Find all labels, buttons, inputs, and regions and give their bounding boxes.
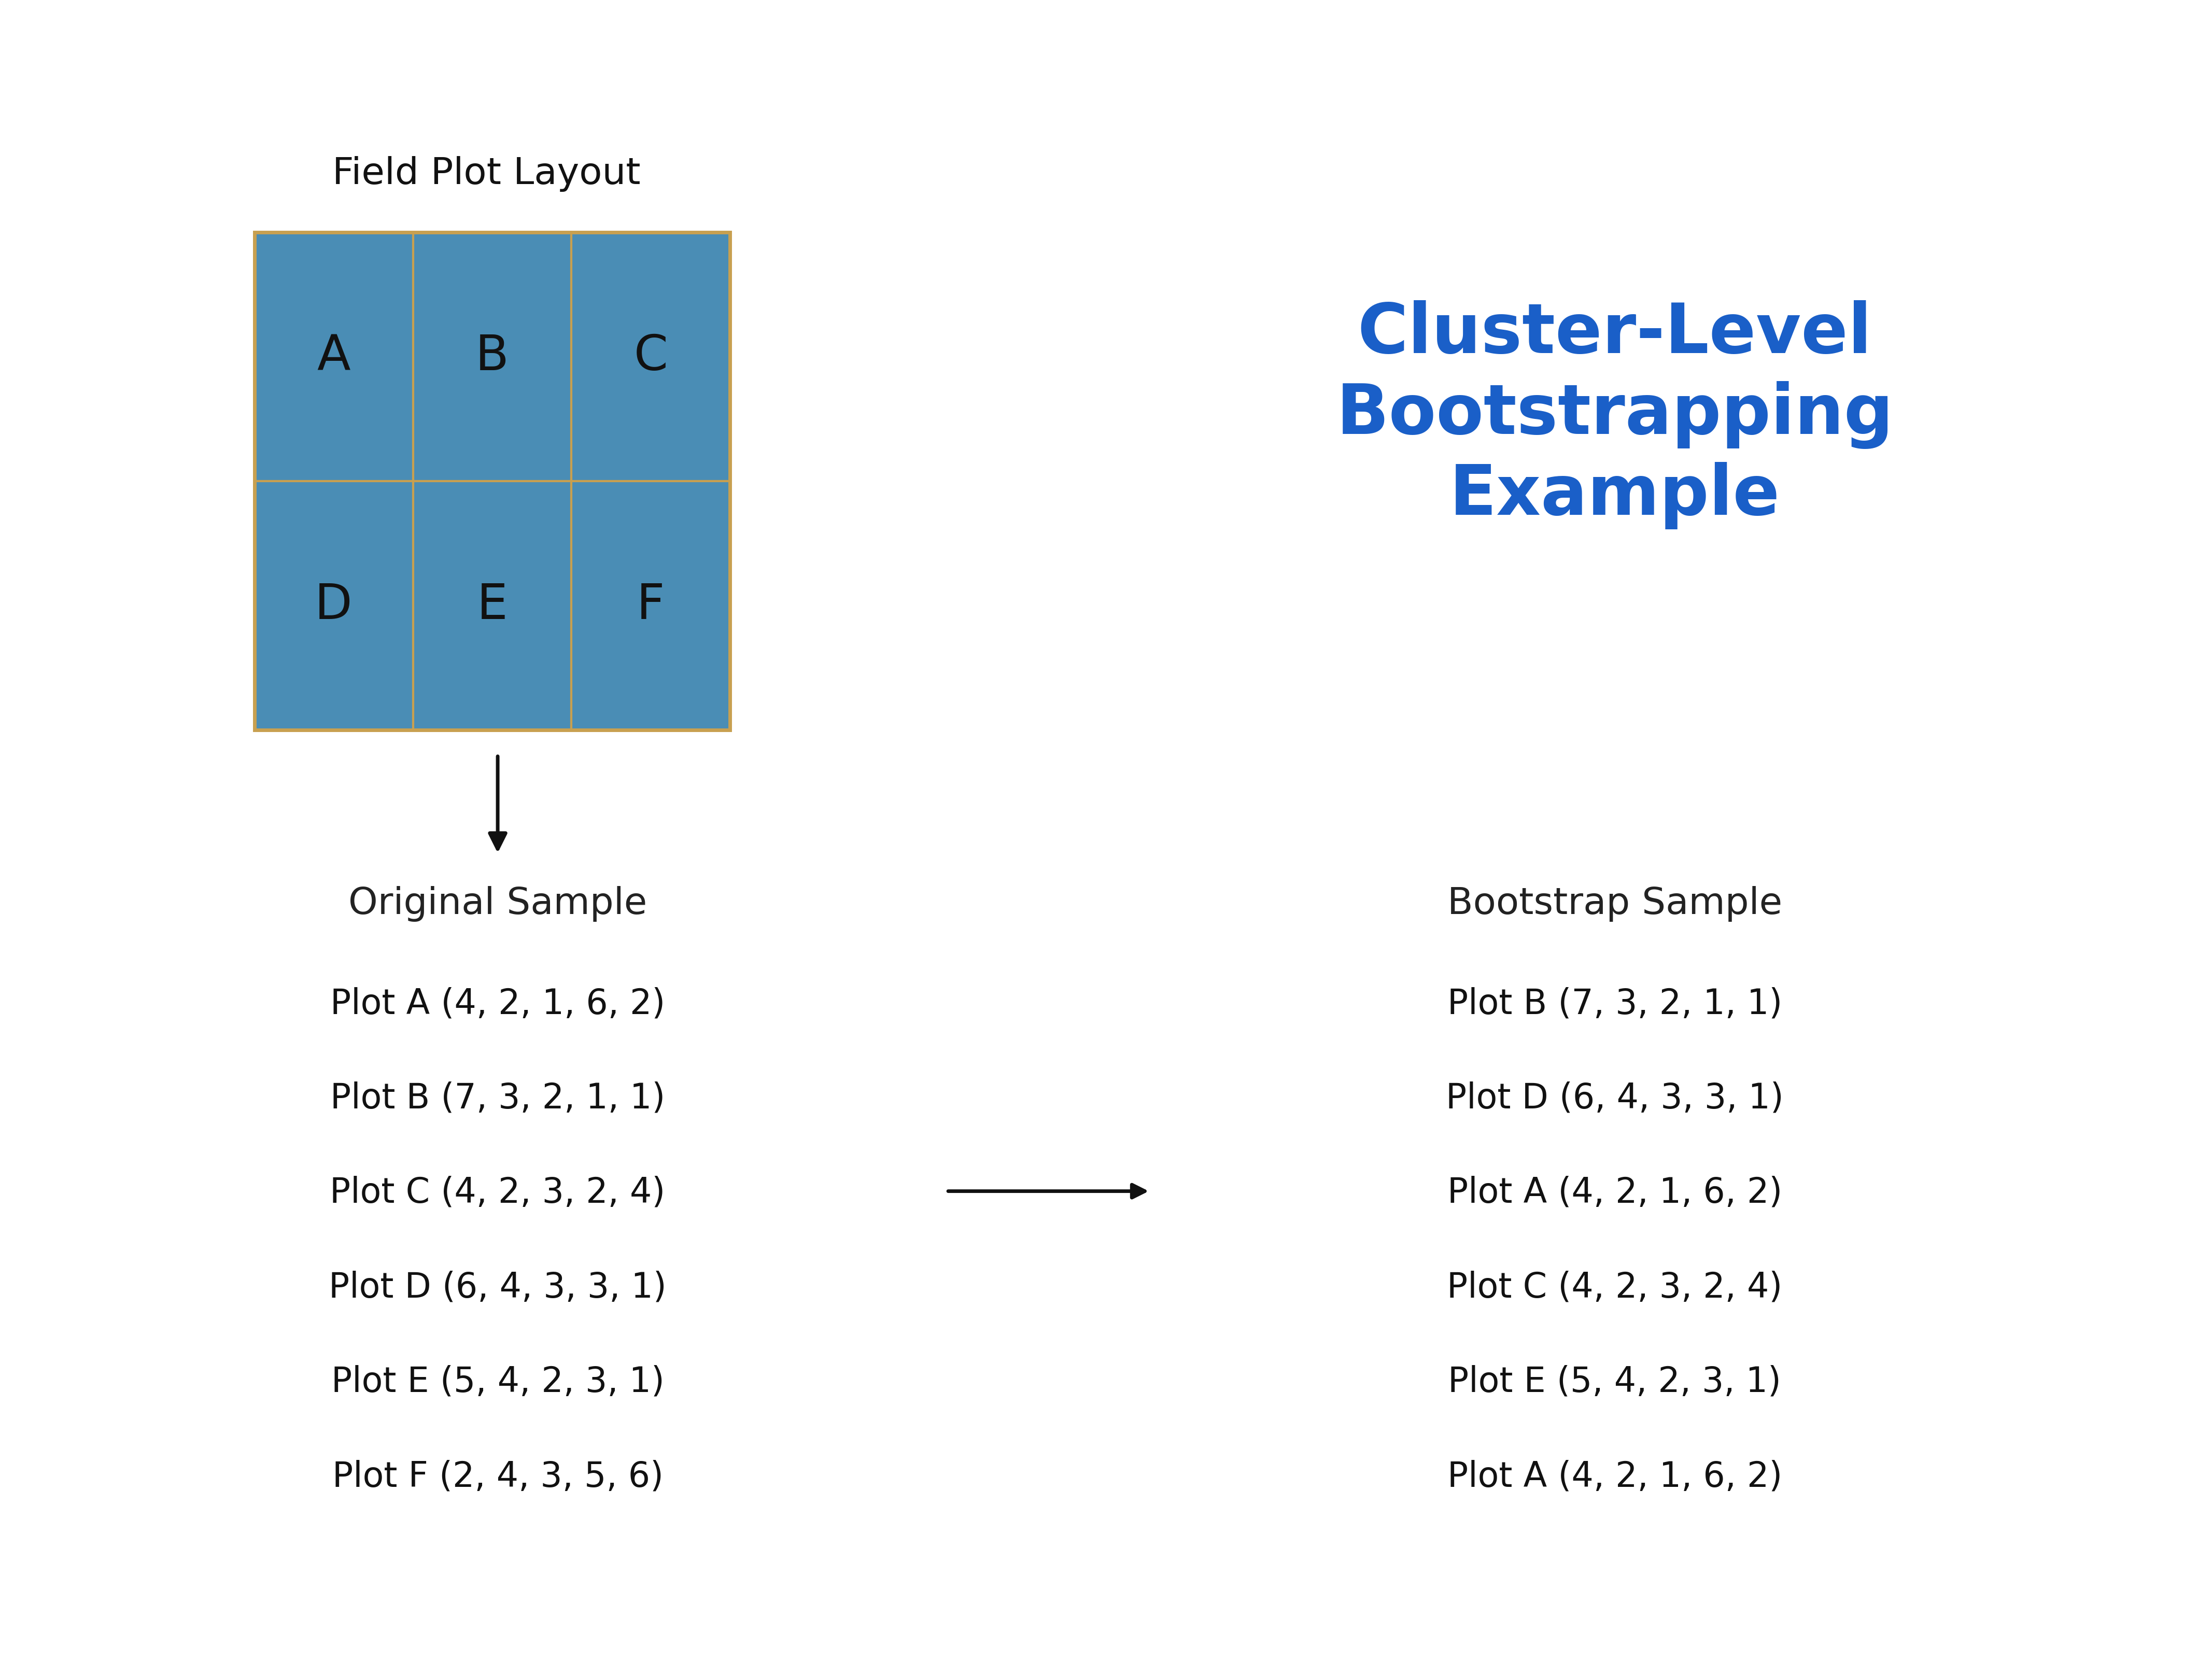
Text: D: D xyxy=(314,582,352,629)
Text: Plot F (2, 4, 3, 5, 6): Plot F (2, 4, 3, 5, 6) xyxy=(332,1460,664,1493)
Text: Plot E (5, 4, 2, 3, 1): Plot E (5, 4, 2, 3, 1) xyxy=(1449,1365,1781,1399)
Bar xyxy=(254,481,414,730)
Text: C: C xyxy=(633,333,668,380)
Text: Plot C (4, 2, 3, 2, 4): Plot C (4, 2, 3, 2, 4) xyxy=(1447,1271,1783,1304)
Text: Plot D (6, 4, 3, 3, 1): Plot D (6, 4, 3, 3, 1) xyxy=(1447,1082,1783,1115)
Bar xyxy=(414,232,571,481)
Text: A: A xyxy=(316,333,349,380)
Text: Plot B (7, 3, 2, 1, 1): Plot B (7, 3, 2, 1, 1) xyxy=(330,1082,666,1115)
Text: Plot D (6, 4, 3, 3, 1): Plot D (6, 4, 3, 3, 1) xyxy=(330,1271,666,1304)
Text: Plot C (4, 2, 3, 2, 4): Plot C (4, 2, 3, 2, 4) xyxy=(330,1176,666,1209)
Bar xyxy=(571,481,730,730)
Text: E: E xyxy=(478,582,507,629)
Text: Plot A (4, 2, 1, 6, 2): Plot A (4, 2, 1, 6, 2) xyxy=(1447,1176,1783,1209)
Text: Plot A (4, 2, 1, 6, 2): Plot A (4, 2, 1, 6, 2) xyxy=(330,987,666,1020)
Text: Plot A (4, 2, 1, 6, 2): Plot A (4, 2, 1, 6, 2) xyxy=(1447,1460,1783,1493)
Text: B: B xyxy=(476,333,509,380)
Bar xyxy=(571,232,730,481)
Text: Plot E (5, 4, 2, 3, 1): Plot E (5, 4, 2, 3, 1) xyxy=(332,1365,664,1399)
Text: Field Plot Layout: Field Plot Layout xyxy=(332,156,641,192)
Text: Plot B (7, 3, 2, 1, 1): Plot B (7, 3, 2, 1, 1) xyxy=(1447,987,1783,1020)
Text: Cluster-Level
Bootstrapping
Example: Cluster-Level Bootstrapping Example xyxy=(1336,300,1893,529)
Bar xyxy=(414,481,571,730)
Bar xyxy=(254,232,730,730)
Text: Bootstrap Sample: Bootstrap Sample xyxy=(1447,886,1783,922)
Text: Original Sample: Original Sample xyxy=(347,886,648,922)
Bar xyxy=(254,232,414,481)
Text: F: F xyxy=(637,582,666,629)
